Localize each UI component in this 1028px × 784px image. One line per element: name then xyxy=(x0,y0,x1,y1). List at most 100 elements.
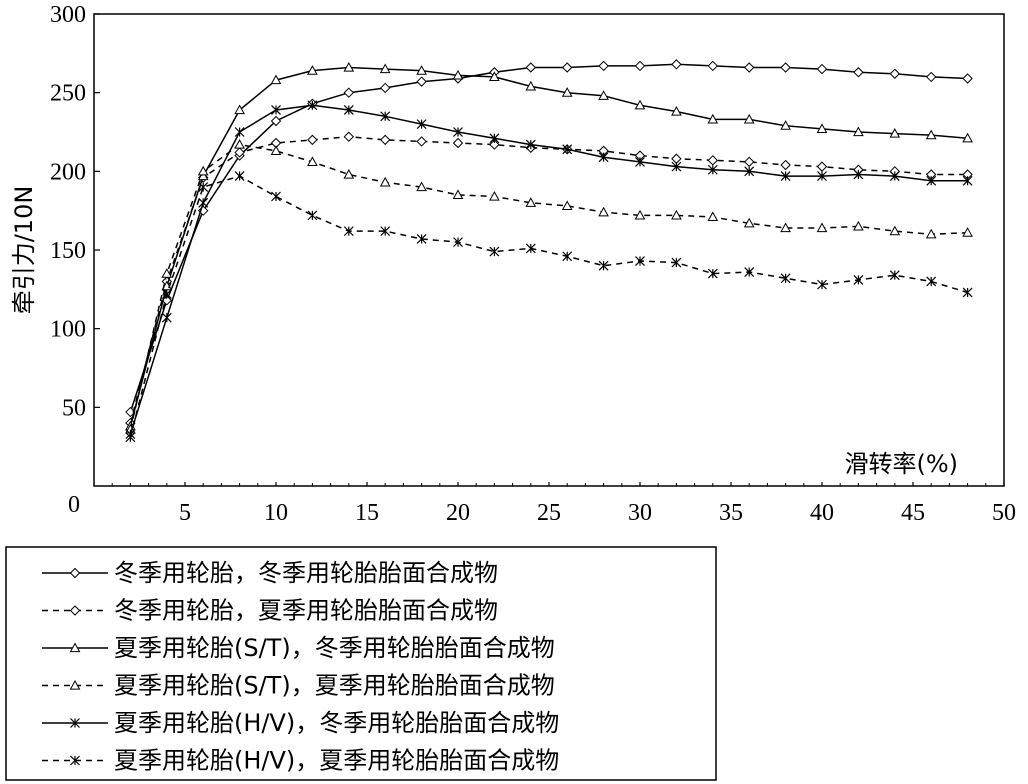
y-tick-label: 250 xyxy=(50,81,86,107)
data-point xyxy=(271,105,281,115)
data-point xyxy=(234,171,245,181)
data-point xyxy=(962,132,973,143)
data-point xyxy=(780,120,791,130)
data-point xyxy=(307,156,318,166)
data-point xyxy=(889,225,901,236)
data-point xyxy=(270,145,282,155)
data-point xyxy=(452,69,464,80)
data-point xyxy=(925,71,937,83)
origin-label: 0 xyxy=(68,492,80,518)
y-tick-label: 300 xyxy=(50,2,86,28)
data-point xyxy=(561,62,573,73)
data-point xyxy=(671,209,682,220)
x-tick-label: 5 xyxy=(179,500,191,526)
data-point xyxy=(489,133,500,144)
data-point xyxy=(271,191,281,202)
data-point xyxy=(816,63,828,75)
data-point xyxy=(780,222,791,233)
data-point xyxy=(197,170,209,181)
plot-area xyxy=(93,13,1005,487)
data-point xyxy=(307,134,318,146)
data-point xyxy=(744,267,755,277)
data-point xyxy=(69,642,81,653)
data-point xyxy=(489,71,500,82)
data-point xyxy=(489,190,500,201)
data-point xyxy=(379,134,391,146)
legend: 冬季用轮胎，冬季用轮胎胎面合成物冬季用轮胎，夏季用轮胎胎面合成物夏季用轮胎(S/… xyxy=(5,546,717,781)
data-point xyxy=(161,312,172,323)
x-axis-label: 滑转率(%) xyxy=(844,450,958,478)
data-point xyxy=(853,274,864,285)
data-point xyxy=(780,159,791,171)
data-point xyxy=(69,567,81,579)
data-point xyxy=(416,119,427,130)
data-point xyxy=(70,718,80,728)
series-line xyxy=(129,143,968,430)
legend-label: 夏季用轮胎(H/V)，夏季用轮胎胎面合成物 xyxy=(114,747,559,775)
data-point xyxy=(343,61,355,72)
data-point xyxy=(561,200,573,211)
data-point xyxy=(234,147,245,158)
data-point xyxy=(598,90,609,100)
data-point xyxy=(707,268,718,279)
data-point xyxy=(453,237,463,248)
legend-item: 夏季用轮胎(H/V)，冬季用轮胎胎面合成物 xyxy=(42,709,559,737)
series-3 xyxy=(125,61,973,431)
data-point xyxy=(598,206,609,217)
legend-box xyxy=(5,546,717,781)
data-point xyxy=(853,126,864,137)
series-6 xyxy=(125,171,973,443)
data-point xyxy=(926,175,937,186)
data-point xyxy=(598,152,609,163)
data-point xyxy=(743,156,755,168)
data-point xyxy=(780,273,791,284)
data-point xyxy=(889,128,901,138)
data-point xyxy=(416,136,427,147)
data-point xyxy=(234,127,245,137)
data-point xyxy=(743,113,755,124)
data-point xyxy=(379,82,391,94)
data-point xyxy=(416,181,427,192)
series-1 xyxy=(125,59,973,418)
x-tick-label: 40 xyxy=(810,500,834,526)
data-point xyxy=(452,189,464,200)
x-tick-label: 50 xyxy=(992,500,1016,526)
series-2 xyxy=(125,131,973,429)
y-tick-label: 50 xyxy=(62,395,86,421)
data-point xyxy=(816,222,828,233)
data-point xyxy=(525,139,536,150)
data-point xyxy=(270,115,282,127)
x-tick-label: 10 xyxy=(264,500,288,526)
series-line xyxy=(129,104,968,435)
data-point xyxy=(926,276,937,287)
y-axis-label: 牵引力/10N xyxy=(10,186,38,315)
data-point xyxy=(853,67,864,78)
data-point xyxy=(962,175,973,186)
legend-item: 冬季用轮胎，冬季用轮胎胎面合成物 xyxy=(42,559,498,587)
data-point xyxy=(380,111,391,122)
data-point xyxy=(816,161,828,172)
series-line xyxy=(129,175,968,438)
series-layer xyxy=(125,59,973,443)
legend-label: 夏季用轮胎(S/T)，夏季用轮胎胎面合成物 xyxy=(114,672,555,700)
data-point xyxy=(525,197,537,207)
data-point xyxy=(853,169,864,180)
data-point xyxy=(343,226,354,237)
data-point xyxy=(489,139,500,150)
x-tick-label: 45 xyxy=(901,500,925,526)
data-point xyxy=(343,87,355,98)
data-point xyxy=(744,166,755,177)
data-point xyxy=(234,139,245,149)
data-point xyxy=(780,171,791,181)
data-point xyxy=(707,155,719,166)
x-tick-label: 15 xyxy=(355,500,379,526)
data-point xyxy=(489,246,500,257)
data-point xyxy=(925,129,937,140)
data-point xyxy=(671,106,682,116)
legend-label: 夏季用轮胎(S/T)，冬季用轮胎胎面合成物 xyxy=(114,634,555,662)
data-point xyxy=(416,234,427,244)
data-point xyxy=(889,68,901,79)
data-point xyxy=(307,210,318,221)
data-point xyxy=(817,279,827,290)
